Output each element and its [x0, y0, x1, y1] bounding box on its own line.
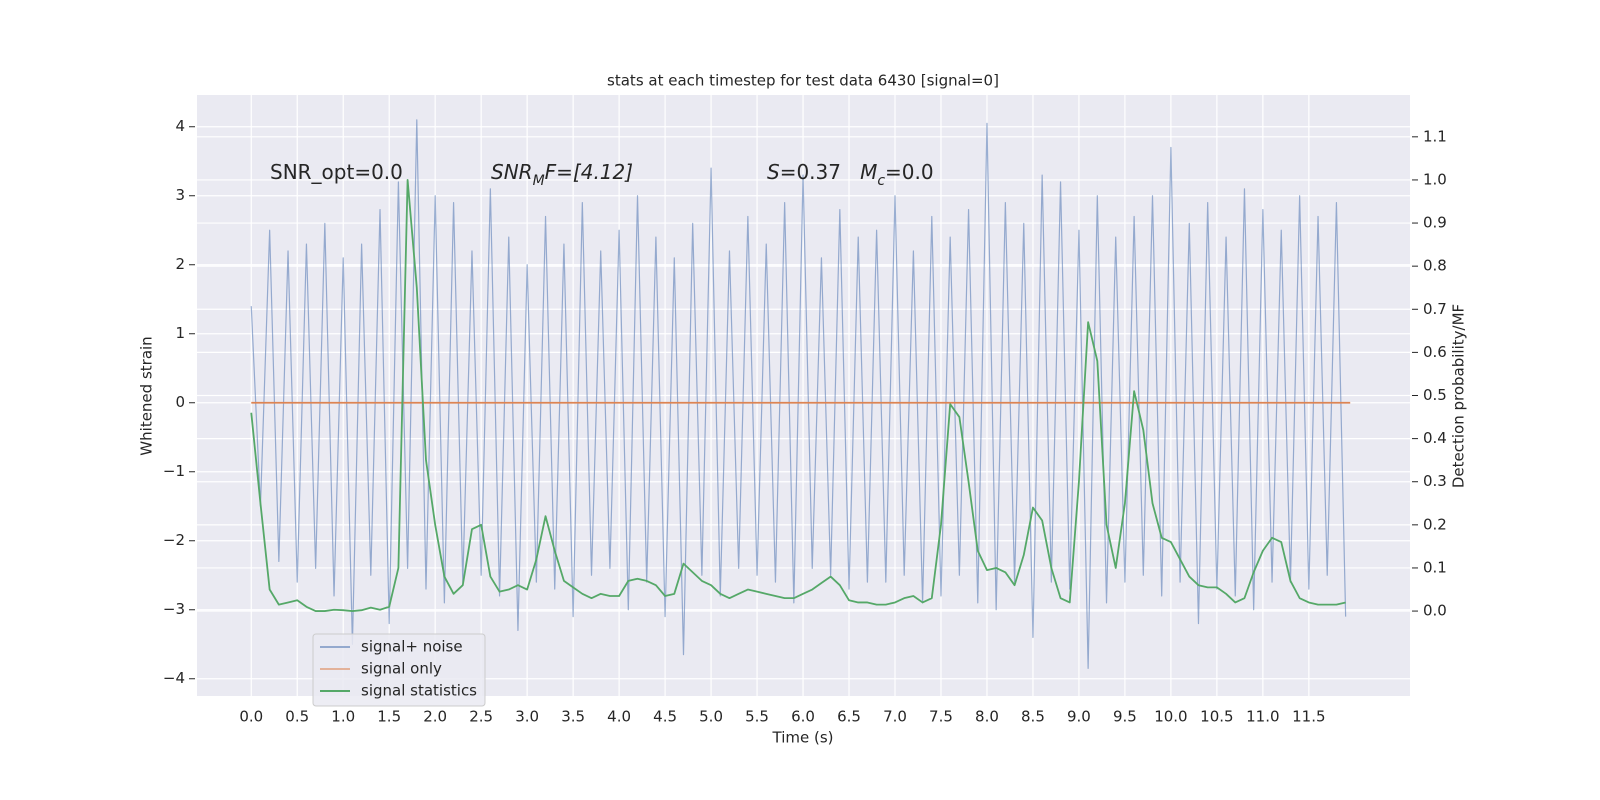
x-tick-label: 0.0 — [239, 708, 263, 726]
legend-label: signal only — [361, 660, 442, 678]
legend-label: signal+ noise — [361, 638, 463, 656]
annotation-part: M — [533, 173, 545, 189]
x-tick-label: 8.5 — [1021, 708, 1045, 726]
x-tick-label: 1.5 — [377, 708, 401, 726]
x-axis-label: Time (s) — [772, 729, 834, 747]
y-tick-label: −3 — [163, 600, 185, 618]
x-tick-label: 5.5 — [745, 708, 769, 726]
y2-tick-label: 1.0 — [1423, 170, 1447, 188]
annotation-part: =0.0 — [885, 160, 934, 184]
x-tick-label: 6.5 — [837, 708, 861, 726]
x-tick-label: 2.5 — [469, 708, 493, 726]
x-tick-label: 2.0 — [423, 708, 447, 726]
series-line — [250, 119, 1347, 669]
x-tick-label: 5.0 — [699, 708, 723, 726]
y2-tick-label: 0.7 — [1423, 300, 1447, 318]
y2-tick-label: 0.6 — [1423, 343, 1447, 361]
annotation-part: SNR_opt=0.0 — [270, 160, 403, 184]
y-tick-label: −1 — [163, 462, 185, 480]
y2-tick-label: 0.0 — [1423, 602, 1447, 620]
y-tick-label: 1 — [175, 324, 185, 342]
series-line — [250, 179, 1346, 612]
annotation-part: F=[4.12] — [545, 160, 633, 184]
y2-tick-label: 0.3 — [1423, 472, 1447, 490]
y2-tick-label: 0.4 — [1423, 429, 1447, 447]
x-tick-label: 7.5 — [929, 708, 953, 726]
y2-tick-label: 0.1 — [1423, 558, 1447, 576]
x-tick-label: 10.0 — [1154, 708, 1187, 726]
y2-tick-label: 0.9 — [1423, 214, 1447, 232]
y-tick-label: 2 — [175, 255, 185, 273]
x-tick-label: 7.0 — [883, 708, 907, 726]
x-tick-label: 0.5 — [285, 708, 309, 726]
chart-title: stats at each timestep for test data 643… — [607, 72, 999, 90]
x-tick-label: 9.5 — [1113, 708, 1137, 726]
x-tick-label: 3.0 — [515, 708, 539, 726]
x-tick-label: 9.0 — [1067, 708, 1091, 726]
legend-label: signal statistics — [361, 682, 477, 700]
y-tick-label: 3 — [175, 186, 185, 204]
y2-axis-label: Detection probability/MF — [1450, 304, 1468, 488]
annotation-part: M — [860, 160, 877, 184]
y-tick-label: −4 — [163, 669, 185, 687]
annotation: S=0.37 Mc=0.0 — [767, 160, 934, 190]
y2-tick-label: 0.5 — [1423, 386, 1447, 404]
y-tick-label: −2 — [163, 531, 185, 549]
annotation-part: c — [877, 173, 885, 189]
y-tick-label: 4 — [175, 117, 185, 135]
annotation: SNR_opt=0.0 — [270, 160, 403, 184]
y-tick-label: 0 — [175, 393, 185, 411]
x-tick-label: 10.5 — [1200, 708, 1233, 726]
annotation-part: SNR — [491, 160, 533, 184]
grid — [197, 95, 1410, 696]
x-tick-label: 11.5 — [1292, 708, 1325, 726]
x-tick-label: 4.5 — [653, 708, 677, 726]
marks — [250, 119, 1351, 669]
y2-tick-label: 0.8 — [1423, 257, 1447, 275]
annotation-part: S — [767, 160, 780, 184]
x-tick-label: 3.5 — [561, 708, 585, 726]
legend-box — [312, 633, 486, 707]
y2-tick-label: 0.2 — [1423, 515, 1447, 533]
x-tick-label: 8.0 — [975, 708, 999, 726]
y-axis-label: Whitened strain — [138, 336, 156, 455]
x-tick-label: 6.0 — [791, 708, 815, 726]
x-tick-label: 4.0 — [607, 708, 631, 726]
annotation: SNRMF=[4.12] — [491, 160, 633, 190]
x-tick-label: 1.0 — [331, 708, 355, 726]
annotation-part: =0.37 — [780, 160, 860, 184]
y2-tick-label: 1.1 — [1423, 127, 1447, 145]
x-tick-label: 11.0 — [1246, 708, 1279, 726]
labels: 0.0 0.5 1.0 1.5 2.0 2.5 3.0 3.5 4.0 4.5 5.0 5.5 6.0 6… — [163, 117, 1447, 725]
